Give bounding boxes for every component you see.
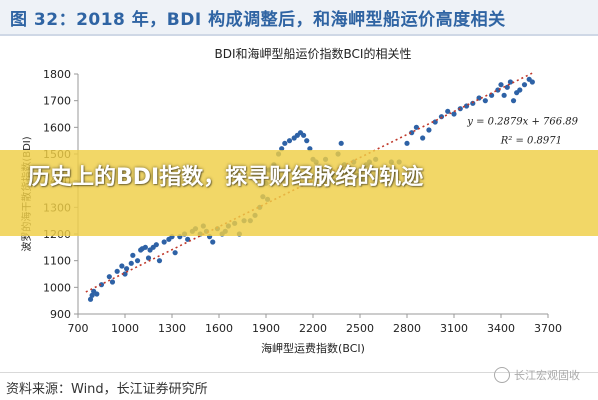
data-point xyxy=(153,242,159,248)
y-tick-label: 1600 xyxy=(43,121,71,134)
y-tick-label: 1000 xyxy=(43,281,71,294)
data-point xyxy=(529,79,535,85)
data-point xyxy=(109,279,116,285)
data-point xyxy=(404,140,410,146)
x-tick-label: 2500 xyxy=(346,322,374,335)
data-point xyxy=(521,82,528,88)
data-point xyxy=(426,127,432,133)
x-tick-label: 3100 xyxy=(440,322,468,335)
r-squared-label: R² = 0.8971 xyxy=(500,135,562,146)
data-point xyxy=(301,132,307,138)
x-tick-label: 1600 xyxy=(205,322,233,335)
data-point xyxy=(130,252,136,258)
x-tick-label: 1900 xyxy=(252,322,280,335)
data-point xyxy=(304,138,310,144)
chart-title: BDI和海岬型船运价指数BCI的相关性 xyxy=(215,46,412,61)
data-point xyxy=(94,291,100,297)
data-point xyxy=(517,87,523,93)
x-tick-label: 3400 xyxy=(487,322,515,335)
data-point xyxy=(507,79,513,85)
y-tick-label: 1700 xyxy=(43,95,71,108)
data-point xyxy=(445,108,451,114)
data-point xyxy=(409,130,415,136)
data-point xyxy=(282,140,288,146)
x-tick-label: 2200 xyxy=(299,322,327,335)
x-tick-label: 1300 xyxy=(158,322,186,335)
data-point xyxy=(504,84,510,90)
data-point xyxy=(498,82,504,88)
data-point xyxy=(156,258,163,264)
data-point xyxy=(451,111,457,117)
data-point xyxy=(420,135,426,141)
x-tick-label: 2800 xyxy=(393,322,421,335)
data-point xyxy=(145,255,152,261)
data-point xyxy=(128,260,134,266)
figure-title: 图 32：2018 年，BDI 构成调整后，和海岬型船运价高度相关 xyxy=(10,10,506,30)
overlay-headline: 历史上的BDI指数，探寻财经脉络的轨迹 xyxy=(28,165,424,190)
y-tick-label: 1800 xyxy=(43,68,71,81)
data-point xyxy=(114,268,120,274)
watermark-text: 长江宏观固收 xyxy=(514,369,580,382)
wechat-icon xyxy=(494,367,510,383)
data-point xyxy=(338,140,344,146)
data-point xyxy=(482,98,488,104)
y-tick-label: 900 xyxy=(50,308,71,321)
data-point xyxy=(119,263,125,269)
data-point xyxy=(106,274,112,280)
data-point xyxy=(501,92,507,98)
data-point xyxy=(89,292,95,298)
data-point xyxy=(470,100,476,106)
y-tick-label: 1100 xyxy=(43,255,71,268)
data-point xyxy=(161,239,167,245)
data-point xyxy=(438,114,445,120)
x-tick-label: 1000 xyxy=(111,322,139,335)
data-point xyxy=(413,124,419,130)
equation-label: y = 0.2879x + 766.89 xyxy=(466,117,578,128)
overlay-banner: 历史上的BDI指数，探寻财经脉络的轨迹 xyxy=(0,150,598,236)
x-axis-label: 海岬型运费指数(BCI) xyxy=(261,341,365,355)
data-point xyxy=(307,146,313,152)
data-point xyxy=(172,250,178,256)
watermark: 长江宏观固收 xyxy=(494,367,580,383)
footer-divider xyxy=(0,372,598,373)
source-note: 资料来源：Wind，长江证券研究所 xyxy=(6,382,208,397)
data-point xyxy=(142,244,148,250)
data-point xyxy=(279,146,285,152)
header-bar: 图 32：2018 年，BDI 构成调整后，和海岬型船运价高度相关 xyxy=(0,0,598,36)
data-point xyxy=(286,138,293,144)
data-point xyxy=(510,98,517,104)
data-point xyxy=(210,239,216,245)
data-point xyxy=(122,271,128,277)
data-point xyxy=(134,258,141,264)
data-point xyxy=(87,296,94,302)
x-tick-label: 3700 xyxy=(534,322,562,335)
data-point xyxy=(123,266,130,272)
x-tick-label: 700 xyxy=(68,322,89,335)
data-point xyxy=(98,282,105,288)
